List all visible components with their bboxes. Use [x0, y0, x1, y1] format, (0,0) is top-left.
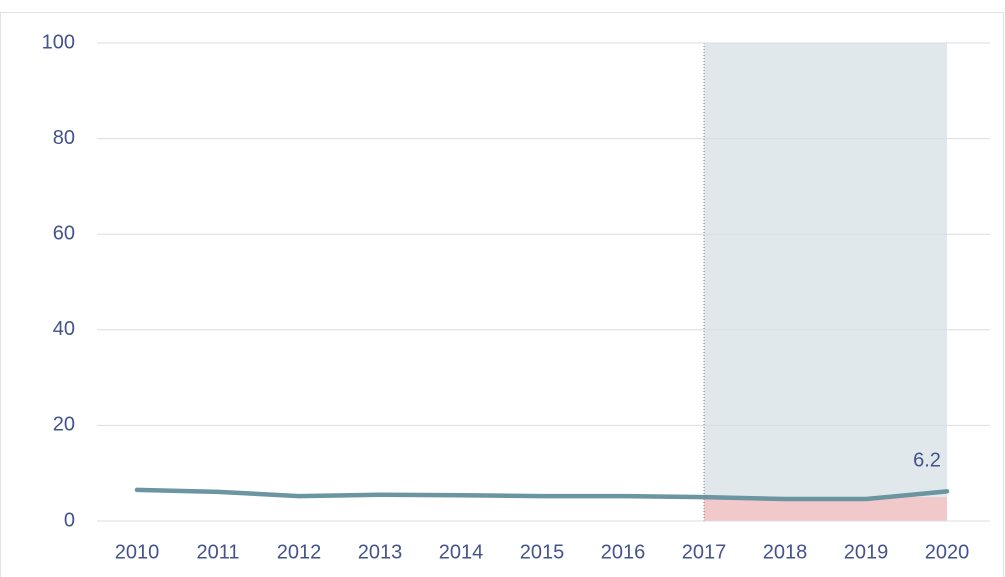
y-tick-label: 0: [64, 509, 75, 531]
x-tick-label: 2013: [358, 541, 403, 563]
chart-frame: [0, 12, 1004, 577]
y-tick-label: 80: [53, 127, 75, 149]
y-tick-label: 100: [42, 31, 75, 53]
x-tick-label: 2011: [196, 541, 239, 563]
x-tick-label: 2014: [439, 541, 484, 563]
x-tick-label: 2018: [763, 541, 808, 563]
x-tick-label: 2020: [925, 541, 970, 563]
x-tick-label: 2017: [682, 541, 727, 563]
shaded-region: [704, 43, 947, 521]
x-tick-label: 2015: [520, 541, 565, 563]
data-label: 6.2: [913, 450, 941, 472]
y-tick-label: 60: [53, 222, 75, 244]
y-tick-label: 40: [53, 318, 75, 340]
x-tick-label: 2016: [601, 541, 646, 563]
y-tick-label: 20: [53, 414, 75, 436]
line: [134, 487, 950, 502]
target-band: [704, 497, 947, 521]
x-tick-label: 2019: [844, 541, 889, 563]
x-tick-label: 2010: [115, 541, 160, 563]
x-tick-label: 2012: [277, 541, 322, 563]
